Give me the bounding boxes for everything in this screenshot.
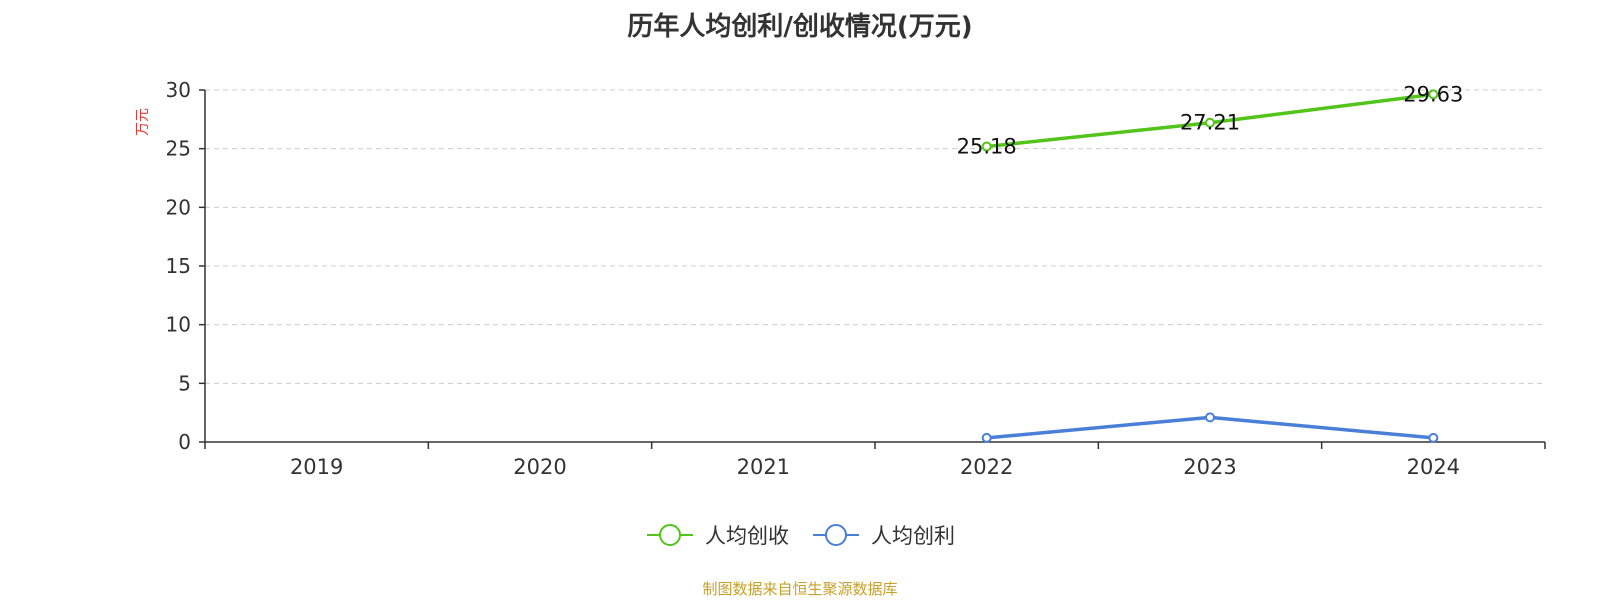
legend-swatch (813, 524, 859, 546)
x-tick-label: 2019 (290, 455, 343, 479)
grid-lines (205, 89, 1545, 384)
x-tick-label: 2022 (960, 455, 1013, 479)
y-tick-label: 25 (166, 137, 191, 161)
series-layer (981, 89, 1439, 443)
data-point (1428, 432, 1439, 443)
y-tick-label: 5 (178, 371, 191, 395)
legend-label: 人均创收 (705, 524, 789, 548)
legend-item[interactable]: 人均创利 (811, 520, 955, 550)
x-tick-label: 2020 (513, 455, 566, 479)
x-tick-label: 2021 (737, 455, 790, 479)
data-point (1428, 89, 1439, 100)
data-label: 29.63 (1403, 82, 1463, 106)
y-axis-label: 万元 (135, 108, 151, 136)
x-tick-label: 2024 (1407, 455, 1460, 479)
axes: 0 5 10 15 20 25 30 2019 2020 2021 2022 2023 2024 (166, 78, 1546, 479)
chart-title: 历年人均创利/创收情况(万元) (627, 12, 973, 42)
y-tick-label: 0 (178, 430, 191, 454)
data-point (981, 432, 992, 443)
y-tick-label: 10 (166, 313, 191, 337)
data-label: 27.21 (1180, 111, 1240, 135)
source-note: 制图数据来自恒生聚源数据库 (702, 580, 898, 598)
data-labels: 25.18 27.21 29.63 (957, 82, 1464, 158)
legend-item[interactable]: 人均创收 (645, 520, 789, 550)
data-label: 25.18 (957, 135, 1017, 159)
data-point (1205, 412, 1215, 423)
legend: 人均创收 人均创利 (0, 520, 1600, 550)
y-tick-label: 20 (166, 195, 191, 219)
data-point (981, 141, 992, 152)
x-tick-label: 2023 (1183, 455, 1236, 479)
y-tick-label: 30 (166, 78, 191, 102)
y-tick-label: 15 (166, 254, 191, 278)
legend-swatch (647, 524, 693, 546)
legend-label: 人均创利 (871, 524, 955, 548)
data-point (1205, 117, 1215, 128)
